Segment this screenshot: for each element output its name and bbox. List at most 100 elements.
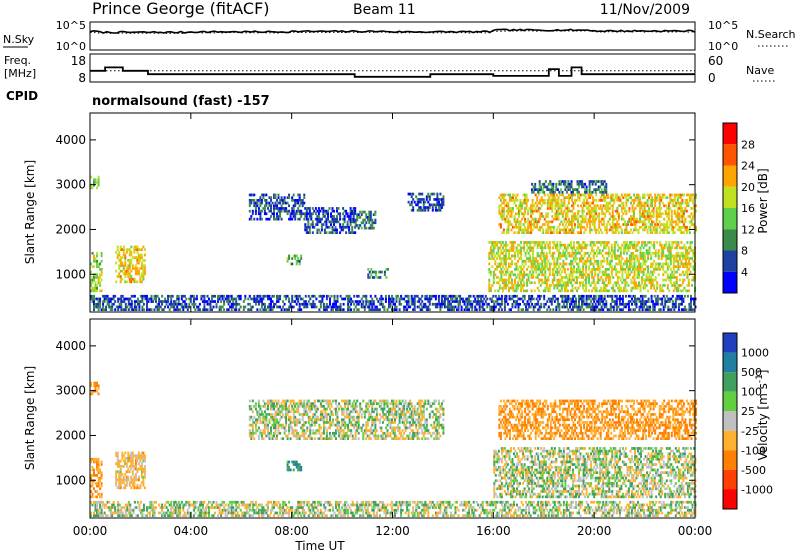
heatmap-cell bbox=[150, 294, 153, 298]
heatmap-cell bbox=[553, 273, 556, 277]
heatmap-cell bbox=[510, 308, 512, 311]
heatmap-cell bbox=[501, 207, 504, 210]
heatmap-cell bbox=[638, 300, 641, 303]
heatmap-cell bbox=[610, 268, 613, 271]
heatmap-cell bbox=[283, 199, 286, 202]
heatmap-cell bbox=[577, 225, 579, 229]
heatmap-cell bbox=[571, 223, 573, 226]
heatmap-cell bbox=[295, 294, 298, 298]
heatmap-cell bbox=[543, 182, 546, 186]
heatmap-cell bbox=[607, 241, 610, 244]
heatmap-cell bbox=[610, 257, 613, 260]
heatmap-cell bbox=[675, 204, 678, 208]
heatmap-cell bbox=[641, 300, 644, 303]
heatmap-cell bbox=[679, 196, 682, 199]
heatmap-cell bbox=[659, 302, 662, 306]
heatmap-cell bbox=[605, 223, 608, 226]
colorbar-tick-label: 4 bbox=[741, 266, 748, 279]
heatmap-cell bbox=[365, 216, 368, 219]
heatmap-cell bbox=[640, 212, 643, 216]
heatmap-cell bbox=[552, 182, 555, 186]
heatmap-cell bbox=[522, 193, 525, 197]
heatmap-cell bbox=[566, 215, 569, 218]
y-tick-label: 2000 bbox=[55, 222, 86, 236]
heatmap-cell bbox=[680, 241, 683, 244]
heatmap-cell bbox=[666, 273, 669, 277]
heatmap-cell bbox=[500, 278, 503, 282]
heatmap-cell bbox=[600, 294, 603, 298]
heatmap-cell bbox=[115, 483, 118, 487]
heatmap-cell bbox=[629, 243, 631, 247]
heatmap-cell bbox=[534, 305, 537, 309]
heatmap-cell bbox=[692, 193, 694, 197]
heatmap-cell bbox=[507, 201, 510, 205]
heatmap-cell bbox=[502, 199, 505, 202]
heatmap-cell bbox=[583, 217, 586, 221]
heatmap-cell bbox=[226, 308, 229, 311]
heatmap-cell bbox=[271, 300, 274, 303]
heatmap-cell bbox=[300, 308, 303, 311]
heatmap-cell bbox=[260, 305, 263, 309]
heatmap-cell bbox=[497, 297, 500, 301]
heatmap-cell bbox=[607, 262, 610, 266]
heatmap-cell bbox=[675, 193, 678, 197]
heatmap-cell bbox=[338, 308, 340, 311]
heatmap-cell bbox=[127, 451, 130, 455]
heatmap-cell bbox=[200, 294, 203, 298]
heatmap-cell bbox=[565, 300, 568, 303]
heatmap-cell bbox=[578, 193, 581, 197]
heatmap-cell bbox=[656, 241, 659, 244]
heatmap-cell bbox=[454, 294, 457, 298]
heatmap-cell bbox=[99, 302, 102, 306]
heatmap-cell bbox=[558, 207, 561, 210]
heatmap-cell bbox=[683, 262, 686, 266]
heatmap-cell bbox=[638, 265, 640, 268]
heatmap-cell bbox=[584, 201, 587, 205]
heatmap-cell bbox=[592, 276, 595, 279]
heatmap-cell bbox=[304, 207, 307, 210]
heatmap-cell bbox=[610, 259, 613, 263]
heatmap-cell bbox=[558, 204, 561, 208]
heatmap-cell bbox=[93, 257, 95, 260]
heatmap-cell bbox=[317, 212, 320, 216]
heatmap-cell bbox=[500, 276, 503, 279]
heatmap-cell bbox=[633, 215, 635, 218]
heatmap-cell bbox=[616, 257, 619, 260]
heatmap-cell bbox=[334, 217, 337, 221]
heatmap-cell bbox=[521, 276, 524, 279]
heatmap-cell bbox=[666, 246, 669, 250]
heatmap-cell bbox=[553, 268, 556, 271]
heatmap-cell bbox=[164, 300, 167, 303]
heatmap-cell bbox=[437, 300, 440, 303]
heatmap-cell bbox=[640, 204, 643, 208]
heatmap-cell bbox=[262, 302, 265, 306]
heatmap-cell bbox=[298, 199, 301, 202]
heatmap-cell bbox=[504, 265, 507, 268]
heatmap-cell bbox=[587, 207, 590, 210]
heatmap-cell bbox=[341, 308, 344, 311]
heatmap-cell bbox=[567, 223, 570, 226]
heatmap-cell bbox=[218, 305, 221, 309]
heatmap-cell bbox=[593, 209, 596, 213]
heatmap-cell bbox=[684, 199, 687, 202]
heatmap-cell bbox=[128, 248, 131, 251]
heatmap-cell bbox=[173, 305, 176, 309]
heatmap-cell bbox=[524, 262, 527, 266]
heatmap-cell bbox=[327, 217, 329, 221]
heatmap-cell bbox=[557, 217, 560, 221]
heatmap-cell bbox=[622, 241, 625, 244]
heatmap-cell bbox=[515, 225, 517, 229]
heatmap-cell bbox=[600, 297, 603, 301]
heatmap-cell bbox=[368, 300, 371, 303]
heatmap-cell bbox=[588, 268, 591, 271]
colorbar-tick-label: 8 bbox=[741, 245, 748, 258]
heatmap-cell bbox=[337, 207, 340, 210]
heatmap-cell bbox=[681, 220, 684, 224]
heatmap-cell bbox=[601, 278, 604, 282]
heatmap-cell bbox=[581, 294, 584, 298]
heatmap-cell bbox=[681, 231, 684, 234]
heatmap-cell bbox=[616, 276, 619, 279]
heatmap-cell bbox=[630, 262, 633, 266]
heatmap-cell bbox=[630, 278, 633, 282]
heatmap-cell bbox=[370, 273, 373, 277]
